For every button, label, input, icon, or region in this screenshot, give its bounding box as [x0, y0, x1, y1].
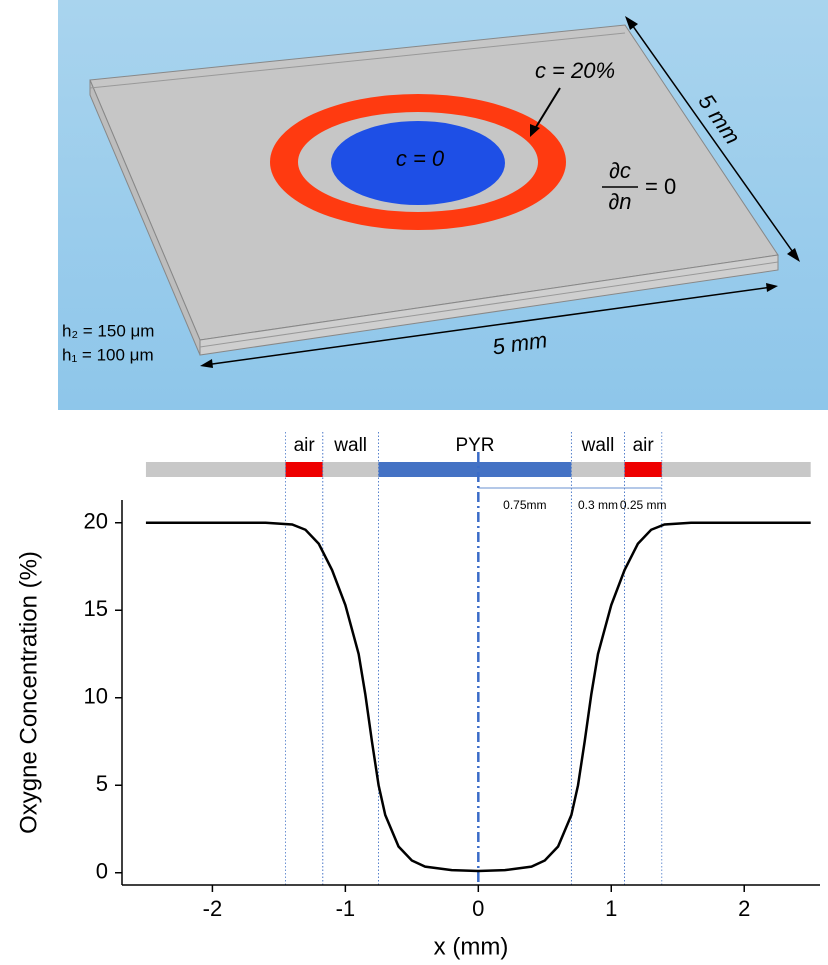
y-tick-label: 15: [84, 596, 108, 621]
boundary-denominator: ∂n: [608, 189, 631, 214]
x-tick-label: -2: [203, 896, 223, 921]
x-tick-label: -1: [336, 896, 356, 921]
region: [571, 462, 625, 477]
x-tick-label: 0: [472, 896, 484, 921]
x-tick-label: 1: [605, 896, 617, 921]
x-tick-label: 2: [738, 896, 750, 921]
dimension-label: 0.75mm: [503, 498, 546, 512]
layer-line: [199, 261, 779, 348]
h2-label: h₂ = 150 μm: [62, 321, 154, 340]
y-tick-label: 5: [96, 771, 108, 796]
region-label: wall: [333, 435, 367, 456]
ring-label: c = 20%: [535, 58, 615, 83]
y-tick-label: 0: [96, 859, 108, 884]
boundary-rhs: = 0: [645, 174, 676, 199]
dimension-label: 0.3 mm: [578, 498, 618, 512]
region: [378, 462, 572, 477]
layer-line: [89, 32, 626, 89]
region: [285, 462, 323, 477]
region-label: wall: [581, 435, 615, 456]
y-axis-title: Oxygne Concentration (%): [15, 551, 42, 834]
pointer-head: [530, 124, 540, 137]
dimension-label: 0.25 mm: [620, 498, 667, 512]
diagram: c = 0 c = 20% ∂c ∂n = 0 5 mm 5 mm h₂ = 1…: [58, 0, 828, 410]
arrow-head: [200, 359, 213, 368]
h1-label: h₁ = 100 μm: [62, 345, 154, 364]
region: [624, 462, 662, 477]
series-line: [145, 521, 811, 873]
x-axis-title: x (mm): [434, 933, 509, 960]
y-tick-label: 10: [84, 684, 108, 709]
region-label: air: [294, 435, 316, 456]
dimension-line: [629, 21, 796, 256]
dimension-line: [204, 286, 773, 366]
y-tick-label: 20: [84, 509, 108, 534]
arrow-head: [787, 248, 800, 262]
arrow-head: [766, 283, 778, 292]
region: [322, 462, 379, 477]
pointer: [532, 87, 561, 133]
center-label: c = 0: [396, 146, 445, 171]
region-label: air: [633, 435, 655, 456]
region-label: PYR: [455, 435, 494, 456]
center-disk: [331, 121, 505, 205]
arrow-head: [625, 16, 638, 30]
boundary-numerator: ∂c: [609, 158, 631, 183]
